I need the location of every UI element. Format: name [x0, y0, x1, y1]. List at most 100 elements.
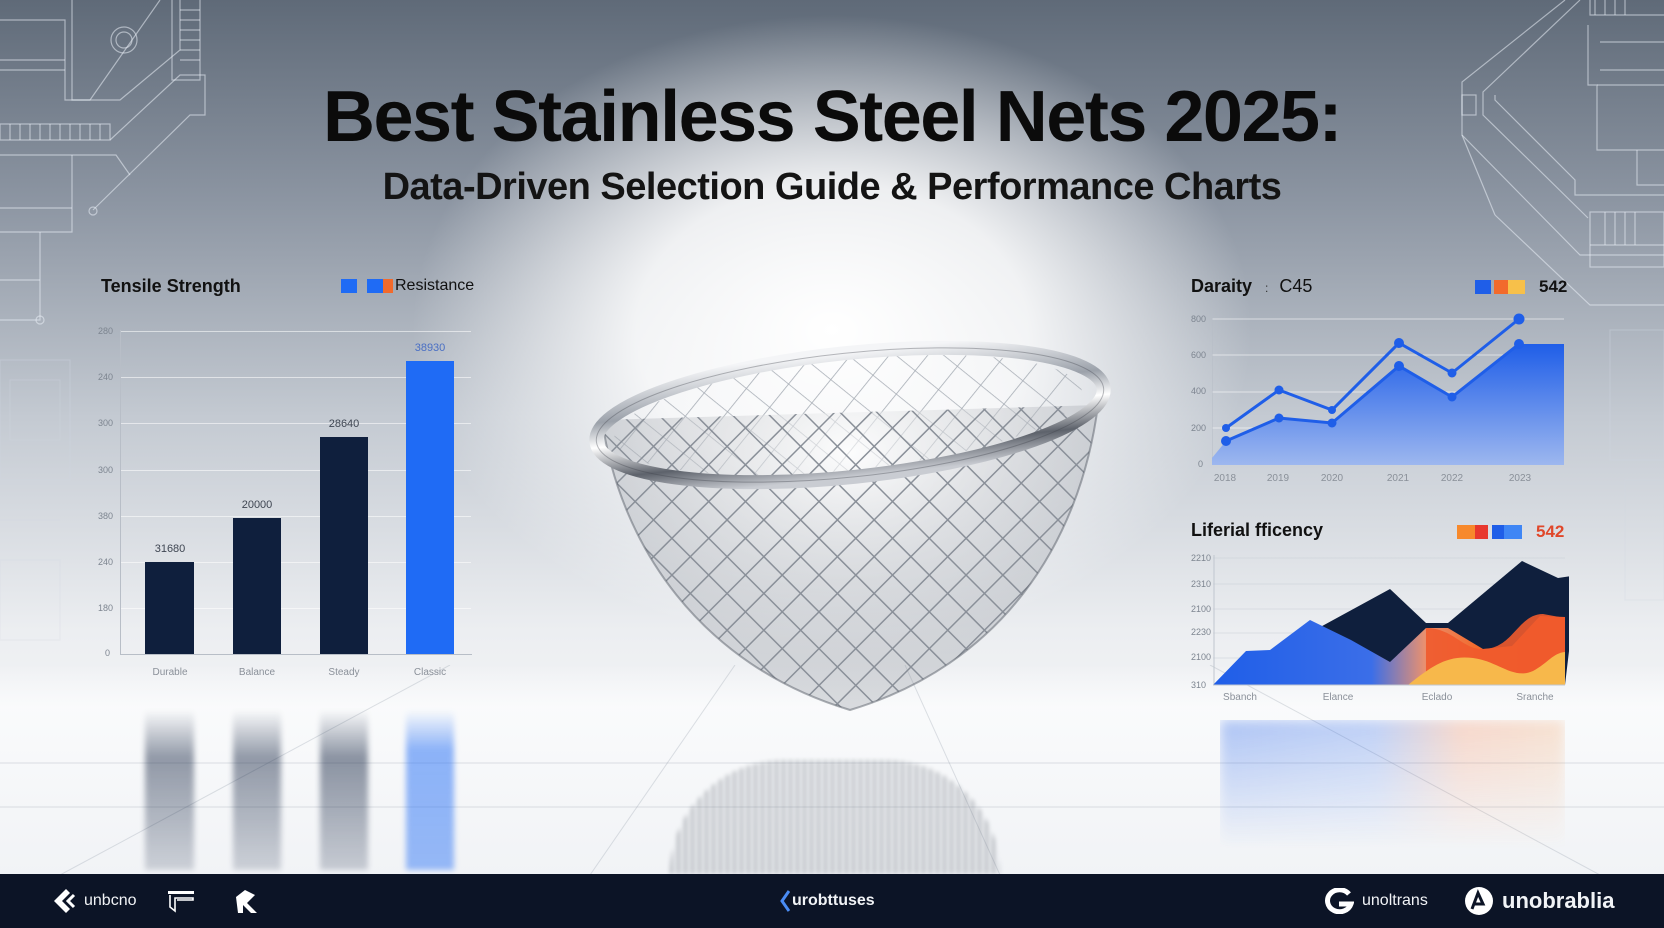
blueprint-right-decoration	[1461, 0, 1664, 601]
y-tick: 2230	[1191, 627, 1212, 637]
brand-name: unobrablia	[1502, 888, 1615, 913]
basket-reflection	[670, 760, 1000, 874]
y-tick: 310	[1191, 680, 1207, 690]
y-tick: 2100	[1191, 604, 1212, 614]
chevron-left-logo-icon	[780, 890, 790, 912]
y-tick: 380	[98, 511, 114, 521]
bar-value-label: 31680	[154, 543, 186, 555]
legend-value: 542	[1536, 522, 1565, 541]
x-axis	[120, 654, 472, 655]
bar-reflection	[406, 710, 454, 870]
gridline	[121, 423, 471, 424]
bar-reflection	[233, 710, 281, 870]
legend-swatch-light-blue	[1504, 525, 1522, 539]
x-tick: 2019	[1266, 473, 1290, 484]
x-tick: Eclado	[1421, 692, 1453, 703]
bar-value-label: 38930	[414, 342, 446, 354]
bar-classic	[406, 361, 454, 654]
durability-title-suffix: C45	[1279, 276, 1313, 296]
gridline	[121, 470, 471, 471]
legend-swatch-orange	[1457, 525, 1475, 539]
brand-logo-unobrablia[interactable]: unobrablia	[1464, 874, 1614, 928]
floor-grid	[0, 665, 1664, 875]
chart-reflection	[1220, 720, 1565, 850]
legend-swatch-blue	[367, 279, 383, 293]
legend-swatch-blue	[1492, 525, 1504, 539]
y-tick: 2100	[1191, 652, 1212, 662]
y-tick: 2210	[1191, 553, 1212, 563]
bar-reflection	[145, 710, 194, 870]
y-tick: 300	[98, 418, 114, 428]
durability-plot	[1212, 313, 1564, 465]
page-subtitle: Data-Driven Selection Guide & Performanc…	[382, 166, 1282, 208]
brand-name: urobttuses	[792, 892, 875, 909]
footer-brand-bar: unbcno urobttuses unoltrans	[0, 874, 1664, 928]
gridline	[121, 331, 471, 332]
brand-logo-unbcno[interactable]: unbcno	[50, 874, 137, 928]
bar-balance	[233, 518, 281, 654]
tensile-legend: Resistance	[341, 277, 474, 295]
bar-reflection	[320, 710, 368, 870]
gridline	[121, 377, 471, 378]
blueprint-left-decoration	[0, 0, 206, 641]
brand-logo-hex-r[interactable]	[233, 874, 261, 928]
x-tick: Elance	[1322, 692, 1354, 703]
bar-value-label: 20000	[241, 499, 273, 511]
chevron-double-logo-icon	[54, 889, 76, 913]
brand-name: unbcno	[84, 892, 137, 909]
x-tick: Classic	[413, 667, 447, 678]
x-tick: Steady	[328, 667, 360, 678]
y-tick: 800	[1191, 314, 1207, 324]
brand-logo-urobttuses[interactable]: urobttuses	[780, 874, 875, 928]
legend-swatch-orange	[1494, 280, 1508, 294]
y-tick: 0	[1198, 459, 1204, 469]
page-title: Best Stainless Steel Nets 2025:	[322, 77, 1343, 157]
x-tick: 2021	[1386, 473, 1410, 484]
gridline	[121, 608, 471, 609]
x-tick: 2023	[1508, 473, 1532, 484]
bar-value-label: 28640	[328, 418, 360, 430]
y-tick: 2310	[1191, 579, 1212, 589]
y-tick: 280	[98, 326, 114, 336]
x-tick: Sbanch	[1223, 692, 1257, 703]
x-tick: 2020	[1320, 473, 1344, 484]
y-axis	[120, 330, 121, 655]
efficiency-legend: 542	[1457, 522, 1564, 542]
legend-swatch-yellow	[1508, 280, 1525, 294]
legend-label-resistance: Resistance	[395, 277, 475, 294]
efficiency-plot	[1213, 555, 1569, 686]
bar-durable	[145, 562, 194, 654]
steel-mesh-basket-image	[589, 340, 1111, 712]
y-tick: 600	[1191, 350, 1207, 360]
x-tick: 2018	[1213, 473, 1237, 484]
durability-title-text: Daraity	[1191, 276, 1253, 296]
circle-a-logo-icon	[1465, 887, 1493, 915]
gridline	[121, 562, 471, 563]
legend-swatch-blue	[1475, 280, 1491, 294]
gridline	[121, 516, 471, 517]
x-tick: 2022	[1440, 473, 1464, 484]
tensile-chart-title: Tensile Strength	[101, 276, 241, 296]
y-tick: 400	[1191, 386, 1207, 396]
y-tick: 200	[1191, 423, 1207, 433]
hex-r-logo-icon	[236, 890, 257, 913]
durability-chart-title: Daraity : C45	[1191, 276, 1313, 296]
bar-steady	[320, 437, 368, 654]
legend-value: 542	[1539, 277, 1568, 296]
y-tick: 240	[98, 372, 114, 382]
x-tick: Sranche	[1516, 692, 1554, 703]
brand-logo-flag-badge[interactable]	[167, 874, 195, 928]
brand-name: unoltrans	[1362, 892, 1428, 909]
y-tick: 240	[98, 557, 114, 567]
x-tick: Durable	[152, 667, 188, 678]
legend-swatch-red	[1475, 525, 1488, 539]
brand-logo-unoltrans[interactable]: unoltrans	[1322, 874, 1428, 928]
g-logo-icon	[1325, 888, 1354, 914]
durability-legend: 542	[1475, 277, 1567, 297]
y-tick: 300	[98, 465, 114, 475]
flag-badge-logo-icon	[168, 891, 194, 913]
legend-swatch-orange	[383, 279, 393, 293]
x-tick: Balance	[238, 667, 276, 678]
efficiency-chart-title: Liferial fficency	[1191, 520, 1324, 540]
